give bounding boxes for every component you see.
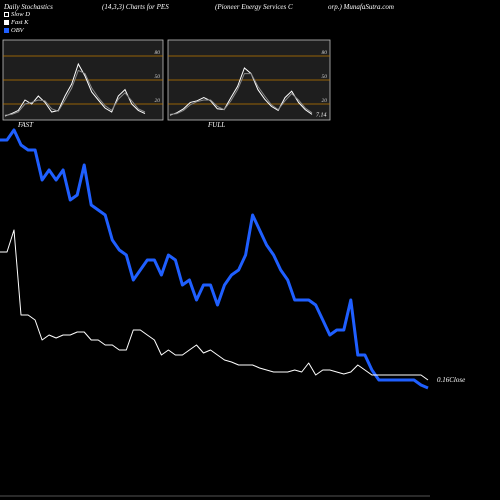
series-fast-k — [169, 67, 313, 116]
chart-title: Daily Stochastics — [4, 3, 53, 11]
legend-fast-k: Fast K — [4, 19, 29, 26]
panel-label: FAST — [17, 121, 34, 129]
tick-label-80: 80 — [155, 50, 161, 56]
stochastic-panels: 20 50 80 FAST 20 50 80 FULL 7.14 — [2, 39, 331, 129]
series-close — [0, 229, 429, 381]
series-slow-d — [169, 73, 313, 115]
tick-label-50: 50 — [322, 74, 328, 80]
legend-fast-k-swatch — [4, 20, 9, 25]
legend-obv-swatch — [4, 28, 9, 33]
legend-slow-d: Slow D — [4, 11, 30, 18]
legend-obv: OBV — [4, 27, 24, 34]
chart-params: (14,3,3) Charts for PES — [102, 3, 169, 11]
panel-label: FULL — [207, 121, 225, 129]
main-price-obv-chart: 0.16Close — [0, 128, 465, 497]
company-name-part1: (Pioneer Energy Services C — [215, 3, 293, 11]
legend-slow-d-swatch — [4, 12, 9, 17]
tick-label-80: 80 — [322, 50, 328, 56]
price-value: 0.16 — [437, 376, 450, 384]
panel-value-label: 7.14 — [316, 111, 327, 118]
price-label: 0.16Close — [437, 376, 465, 384]
tick-label-20: 20 — [155, 98, 161, 104]
series-slow-d — [4, 69, 146, 116]
series-obv — [0, 128, 429, 390]
tick-label-20: 20 — [322, 98, 328, 104]
panel-fast: 20 50 80 FAST — [2, 39, 164, 129]
price-label-suffix: Close — [449, 376, 465, 384]
company-name-part2: orp.) MunafaSutra.com — [328, 3, 394, 11]
series-fast-k — [4, 62, 146, 117]
tick-label-50: 50 — [155, 74, 161, 80]
panel-full: 20 50 80 FULL 7.14 — [167, 39, 331, 129]
